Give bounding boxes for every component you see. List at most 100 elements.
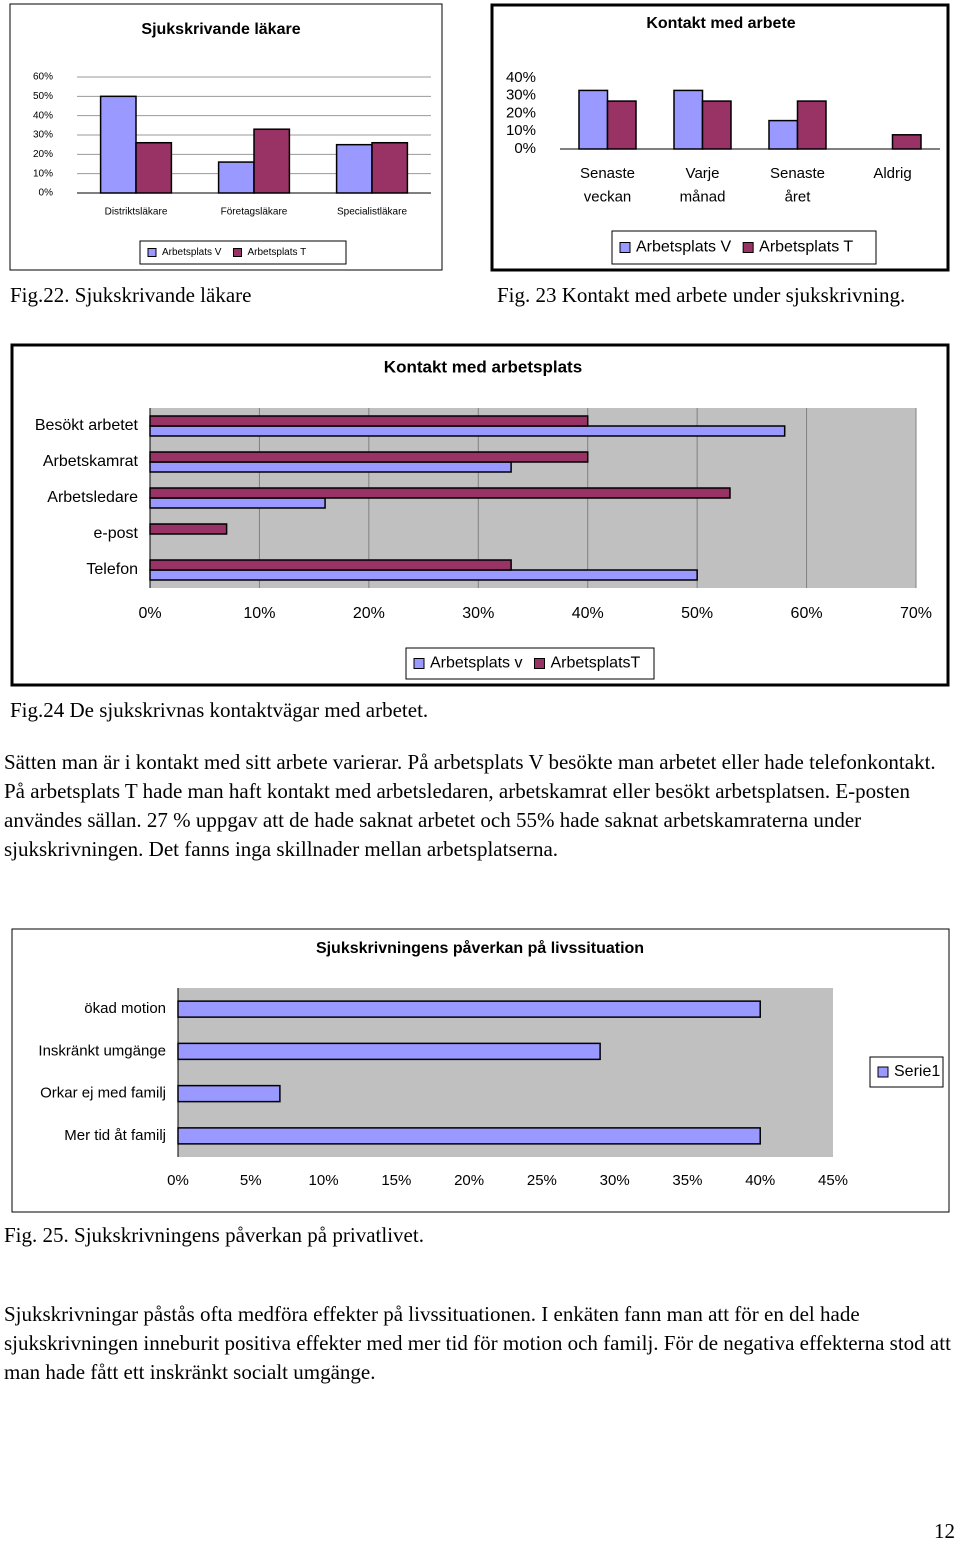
legend-swatch	[413, 658, 425, 669]
legend-label: Arbetsplats V	[162, 247, 222, 258]
y-tick-label: 50%	[33, 91, 53, 102]
x-tick-label: 60%	[791, 605, 823, 622]
bar	[149, 559, 512, 571]
y-tick-label: 10%	[33, 168, 53, 179]
x-tick-label: 30%	[462, 605, 494, 622]
x-tick-label: 10%	[309, 1172, 339, 1189]
chart-title: Sjukskrivande läkare	[141, 21, 300, 38]
bar	[768, 119, 799, 150]
y-tick-label: 0%	[514, 140, 536, 157]
y-tick-label: 30%	[33, 130, 53, 141]
y-tick-label: Orkar ej med familj	[40, 1085, 166, 1102]
y-tick-label: 40%	[506, 69, 536, 86]
bar	[149, 415, 589, 427]
x-tick-label: 0%	[167, 1172, 189, 1189]
caption: Fig.22. Sjukskrivande läkare	[10, 283, 252, 307]
x-tick-label: Distriktsläkare	[105, 207, 168, 218]
bar	[149, 425, 786, 437]
chart-title: Kontakt med arbetsplats	[384, 357, 582, 376]
bar	[217, 161, 255, 194]
bar	[335, 143, 373, 194]
paragraph: Sätten man är i kontakt med sitt arbete …	[4, 750, 936, 861]
y-tick-label: Arbetsledare	[47, 489, 138, 506]
legend-label: Serie1	[894, 1063, 940, 1080]
y-tick-label: 20%	[33, 149, 53, 160]
chart-title: Sjukskrivningens påverkan på livssituati…	[316, 939, 644, 957]
bar	[99, 95, 137, 194]
legend-swatch	[742, 242, 754, 253]
legend-label: Arbetsplats V	[636, 239, 731, 256]
y-tick-label: Inskränkt umgänge	[38, 1042, 166, 1059]
x-tick-label: 50%	[681, 605, 713, 622]
x-tick-label: 15%	[381, 1172, 411, 1189]
x-tick-label: 40%	[745, 1172, 775, 1189]
caption: Fig. 25. Sjukskrivningens påverkan på pr…	[4, 1223, 424, 1247]
legend-label: Arbetsplats v	[430, 655, 522, 672]
y-tick-label: 20%	[506, 104, 536, 121]
x-tick-label: Specialistläkare	[337, 207, 407, 218]
bar	[253, 128, 291, 194]
bar	[891, 134, 922, 150]
x-tick-label: 30%	[600, 1172, 630, 1189]
y-tick-label: 0%	[39, 188, 54, 199]
legend-swatch	[533, 658, 545, 669]
bar	[578, 89, 609, 150]
bar	[606, 100, 637, 150]
bar	[135, 141, 173, 194]
bar	[371, 141, 409, 194]
x-tick-label: 70%	[900, 605, 932, 622]
x-tick-label: 10%	[243, 605, 275, 622]
legend-swatch	[877, 1066, 889, 1078]
legend-label: Arbetsplats T	[247, 247, 306, 258]
legend-box	[139, 240, 347, 265]
x-tick-label: 5%	[240, 1172, 262, 1189]
legend-swatch	[619, 242, 631, 253]
y-tick-label: 40%	[33, 110, 53, 121]
bar	[149, 451, 589, 463]
y-tick-label: ökad motion	[84, 1000, 166, 1017]
legend-label: Arbetsplats T	[759, 239, 853, 256]
x-tick-label: Aldrig	[873, 165, 911, 182]
y-tick-label: e-post	[94, 525, 139, 542]
x-tick-label: Företagsläkare	[221, 207, 288, 218]
legend-swatch	[147, 248, 157, 257]
y-tick-label: Telefon	[86, 561, 138, 578]
y-tick-label: Besökt arbetet	[35, 417, 139, 434]
bar	[177, 1084, 281, 1103]
bar	[149, 487, 731, 499]
y-tick-label: 60%	[33, 72, 53, 83]
legend-label: ArbetsplatsT	[550, 655, 640, 672]
x-tick-label: Senaste veckan	[580, 165, 635, 205]
bar	[149, 461, 512, 473]
bar	[673, 89, 704, 150]
y-tick-label: Arbetskamrat	[43, 453, 139, 470]
bar	[177, 1127, 761, 1145]
x-tick-label: 45%	[818, 1172, 848, 1189]
caption: Fig. 23 Kontakt med arbete under sjukskr…	[497, 283, 906, 307]
bar	[149, 497, 326, 509]
x-tick-label: Varje månad	[680, 165, 726, 205]
bar	[701, 100, 732, 150]
y-tick-label: 30%	[506, 87, 536, 104]
bar	[149, 523, 228, 535]
bar	[796, 100, 827, 150]
bar	[177, 1000, 761, 1018]
legend-swatch	[232, 248, 242, 257]
x-tick-label: 40%	[572, 605, 604, 622]
legend-box	[405, 647, 655, 680]
y-tick-label: 10%	[506, 122, 536, 139]
paragraph: Sjukskrivningar påstås ofta medföra effe…	[4, 1302, 951, 1384]
chart-title: Kontakt med arbete	[646, 15, 795, 32]
x-tick-label: 0%	[138, 605, 161, 622]
y-tick-label: Mer tid åt familj	[64, 1127, 166, 1144]
x-tick-label: 35%	[672, 1172, 702, 1189]
caption: Fig.24 De sjukskrivnas kontaktvägar med …	[10, 698, 429, 722]
x-tick-label: 20%	[353, 605, 385, 622]
x-tick-label: 20%	[454, 1172, 484, 1189]
bar	[149, 569, 698, 581]
page-number: 12	[934, 1519, 955, 1543]
x-tick-label: Senaste året	[770, 165, 825, 205]
x-tick-label: 25%	[527, 1172, 557, 1189]
